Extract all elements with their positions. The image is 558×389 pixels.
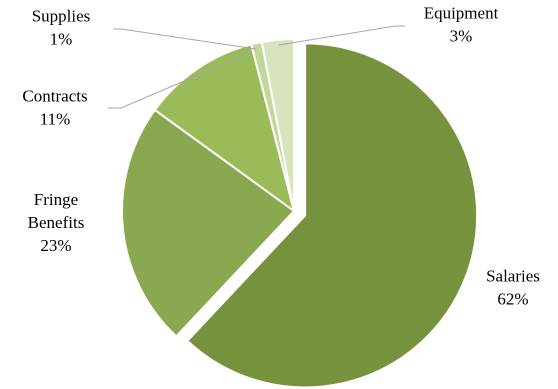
pie-slice-fringe-benefits [121,108,296,338]
pie-slice-contracts [153,43,296,214]
data-label-name-fringe-benefits: Fringe [34,190,78,209]
leader-line-contracts [108,51,253,109]
pie-slices [121,37,479,389]
leader-line-equipment [278,25,405,46]
data-label-name-contracts: Contracts [22,86,87,105]
data-label-value-equipment: 3% [450,26,473,45]
data-label-value-contracts: 11% [40,109,71,128]
data-label-name-fringe-benefits: Benefits [28,213,85,232]
data-label-name-supplies: Supplies [32,6,91,25]
leader-line-supplies [113,28,257,50]
data-label-name-salaries: Salaries [486,266,540,285]
pie-slice-salaries [186,42,479,389]
data-labels: Salaries 62% Fringe Benefits 23% Contracts 11%… [22,3,539,308]
data-label-value-fringe-benefits: 23% [40,236,71,255]
data-label-value-salaries: 62% [497,289,528,308]
pie-slice-equipment [260,37,295,212]
data-label-value-supplies: 1% [50,29,73,48]
data-label-name-equipment: Equipment [424,3,499,22]
